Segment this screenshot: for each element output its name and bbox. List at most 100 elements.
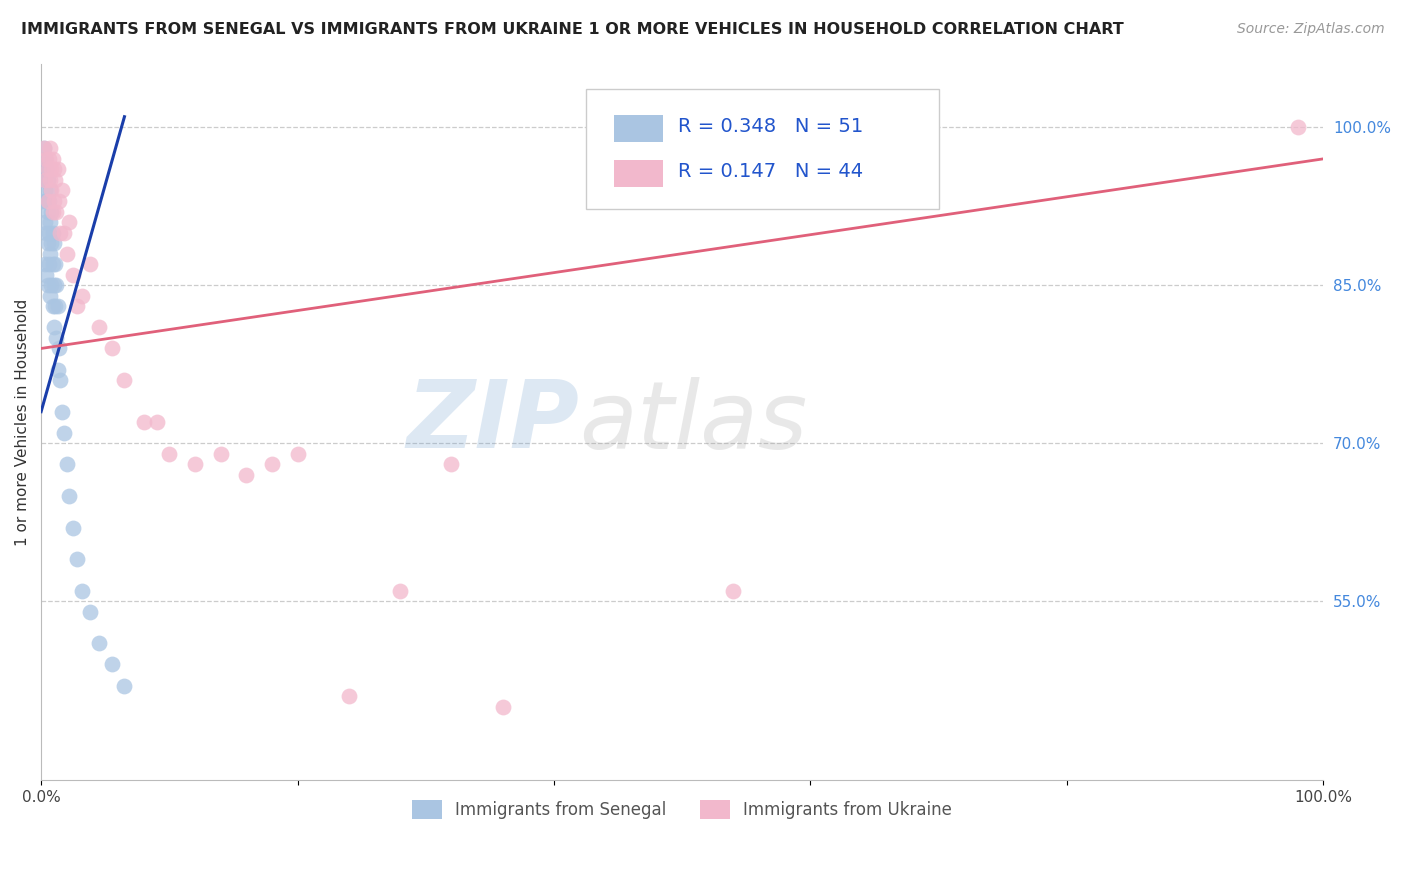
Point: [42, 320, 65, 334]
Point: [87, 320, 110, 334]
Point: [44, 257, 66, 271]
Point: [51, 404, 73, 418]
Point: [38, 194, 60, 208]
Point: [35, 152, 58, 166]
Point: [45, 204, 67, 219]
Point: [114, 373, 136, 387]
Point: [87, 636, 110, 650]
Point: [1286, 120, 1309, 135]
Point: [235, 467, 257, 482]
Point: [34, 215, 56, 229]
Point: [41, 236, 63, 251]
Point: [55, 458, 77, 472]
Point: [37, 278, 59, 293]
Point: [145, 415, 167, 429]
Point: [209, 447, 232, 461]
Point: [70, 289, 93, 303]
Text: IMMIGRANTS FROM SENEGAL VS IMMIGRANTS FROM UKRAINE 1 OR MORE VEHICLES IN HOUSEHO: IMMIGRANTS FROM SENEGAL VS IMMIGRANTS FR…: [21, 22, 1123, 37]
Point: [260, 458, 283, 472]
Point: [51, 184, 73, 198]
Point: [39, 215, 62, 229]
Point: [42, 278, 65, 293]
Point: [42, 162, 65, 177]
Text: R = 0.348   N = 51: R = 0.348 N = 51: [678, 117, 863, 136]
Point: [42, 194, 65, 208]
Point: [35, 226, 58, 240]
Point: [100, 342, 122, 356]
Point: [35, 268, 58, 282]
Point: [62, 268, 84, 282]
Point: [31, 162, 53, 177]
Point: [42, 236, 65, 251]
Text: R = 0.147   N = 44: R = 0.147 N = 44: [678, 162, 863, 181]
Text: Source: ZipAtlas.com: Source: ZipAtlas.com: [1237, 22, 1385, 37]
Bar: [614, 115, 664, 142]
Point: [46, 162, 69, 177]
Point: [39, 246, 62, 260]
Point: [46, 362, 69, 376]
FancyBboxPatch shape: [586, 89, 939, 210]
Point: [492, 699, 515, 714]
Point: [157, 447, 180, 461]
Bar: [614, 160, 664, 187]
Point: [440, 458, 463, 472]
Point: [41, 299, 63, 313]
Text: ZIP: ZIP: [406, 376, 579, 468]
Point: [32, 141, 55, 155]
Point: [41, 204, 63, 219]
Point: [39, 184, 62, 198]
Point: [32, 141, 55, 155]
Point: [38, 152, 60, 166]
Point: [49, 373, 72, 387]
Point: [723, 583, 745, 598]
Point: [37, 194, 59, 208]
Point: [53, 226, 76, 240]
Point: [32, 173, 55, 187]
Point: [66, 552, 89, 566]
Point: [62, 520, 84, 534]
Point: [41, 152, 63, 166]
Legend: Immigrants from Senegal, Immigrants from Ukraine: Immigrants from Senegal, Immigrants from…: [405, 794, 959, 826]
Point: [58, 489, 80, 503]
Point: [41, 204, 63, 219]
Y-axis label: 1 or more Vehicles in Household: 1 or more Vehicles in Household: [15, 299, 30, 546]
Point: [31, 194, 53, 208]
Point: [49, 226, 72, 240]
Point: [53, 425, 76, 440]
Point: [41, 162, 63, 177]
Point: [79, 605, 101, 619]
Point: [287, 447, 309, 461]
Point: [34, 173, 56, 187]
Point: [41, 184, 63, 198]
Point: [45, 331, 67, 345]
Point: [184, 458, 207, 472]
Point: [79, 257, 101, 271]
Point: [66, 299, 89, 313]
Point: [41, 278, 63, 293]
Point: [39, 141, 62, 155]
Point: [44, 173, 66, 187]
Point: [34, 184, 56, 198]
Point: [35, 194, 58, 208]
Point: [37, 204, 59, 219]
Point: [39, 289, 62, 303]
Point: [55, 246, 77, 260]
Point: [41, 257, 63, 271]
Point: [48, 194, 70, 208]
Point: [58, 215, 80, 229]
Text: atlas: atlas: [579, 376, 808, 467]
Point: [337, 689, 360, 703]
Point: [46, 299, 69, 313]
Point: [34, 257, 56, 271]
Point: [35, 162, 58, 177]
Point: [70, 583, 93, 598]
Point: [39, 173, 62, 187]
Point: [38, 226, 60, 240]
Point: [34, 152, 56, 166]
Point: [48, 342, 70, 356]
Point: [37, 236, 59, 251]
Point: [45, 278, 67, 293]
Point: [37, 162, 59, 177]
Point: [44, 299, 66, 313]
Point: [132, 415, 155, 429]
